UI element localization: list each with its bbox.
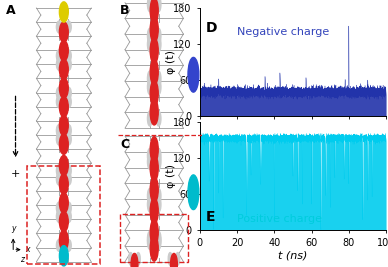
Circle shape [56,165,62,176]
Circle shape [66,125,71,136]
Circle shape [56,239,62,251]
Text: A: A [6,4,16,17]
Circle shape [56,58,62,70]
Circle shape [59,134,68,154]
Circle shape [59,193,68,213]
Text: E: E [205,210,215,224]
Circle shape [59,211,68,232]
Circle shape [150,219,158,245]
Circle shape [156,234,161,249]
Text: B: B [120,4,130,17]
Text: C: C [120,138,129,151]
Circle shape [129,253,133,265]
Circle shape [56,173,62,185]
Circle shape [156,111,161,126]
Circle shape [66,87,71,99]
Circle shape [156,154,161,169]
Circle shape [56,133,62,145]
Circle shape [156,28,161,43]
Circle shape [156,0,161,12]
Circle shape [56,50,62,62]
Circle shape [56,87,62,99]
Circle shape [156,148,161,163]
Circle shape [66,239,71,251]
Circle shape [59,155,68,176]
Circle shape [156,189,161,203]
Bar [120,214,189,262]
Circle shape [56,125,62,136]
Y-axis label: φ (t): φ (t) [166,50,176,74]
Circle shape [147,111,152,126]
Circle shape [176,253,180,265]
Circle shape [66,50,71,62]
Circle shape [59,230,68,250]
Circle shape [156,71,161,86]
Circle shape [147,0,152,12]
Circle shape [147,234,152,249]
Circle shape [188,175,199,210]
Circle shape [136,253,140,265]
Circle shape [156,197,161,212]
Circle shape [56,21,62,33]
Text: z: z [21,255,24,264]
Circle shape [150,137,158,162]
Circle shape [150,235,158,261]
Circle shape [66,211,71,222]
Circle shape [150,0,158,23]
Circle shape [59,59,68,80]
Circle shape [147,71,152,86]
Circle shape [59,246,68,266]
Circle shape [66,96,71,108]
Circle shape [147,80,152,95]
Circle shape [147,148,152,163]
Circle shape [56,202,62,214]
Text: x: x [26,245,30,254]
Circle shape [59,115,68,136]
Circle shape [156,80,161,95]
Circle shape [66,58,71,70]
Circle shape [147,37,152,52]
Circle shape [156,37,161,52]
Circle shape [150,38,158,64]
Text: Positive charge: Positive charge [237,214,322,225]
Circle shape [150,198,158,224]
Circle shape [150,59,158,85]
Circle shape [171,253,177,267]
Circle shape [131,253,138,267]
Text: D: D [205,21,217,35]
Circle shape [66,173,71,185]
Circle shape [188,57,199,92]
Circle shape [150,81,158,106]
Circle shape [147,28,152,43]
Circle shape [66,165,71,176]
Circle shape [150,155,158,181]
Circle shape [147,231,152,246]
Circle shape [147,197,152,212]
Circle shape [59,22,68,42]
Text: Negative charge: Negative charge [237,28,329,37]
Circle shape [59,78,68,98]
Circle shape [59,41,68,61]
Circle shape [150,99,158,125]
Circle shape [147,154,152,169]
Bar [27,166,100,264]
Circle shape [56,96,62,108]
Circle shape [168,253,172,265]
Text: y: y [11,224,16,233]
Circle shape [59,174,68,194]
Circle shape [66,202,71,214]
Circle shape [59,97,68,117]
Circle shape [66,21,71,33]
Circle shape [147,189,152,203]
Text: +: + [11,168,20,179]
Circle shape [56,211,62,222]
Circle shape [150,17,158,42]
Circle shape [156,231,161,246]
X-axis label: t (ns): t (ns) [278,251,308,261]
Circle shape [59,2,68,22]
Circle shape [150,177,158,202]
Y-axis label: φ (t): φ (t) [166,164,176,188]
Circle shape [66,133,71,145]
